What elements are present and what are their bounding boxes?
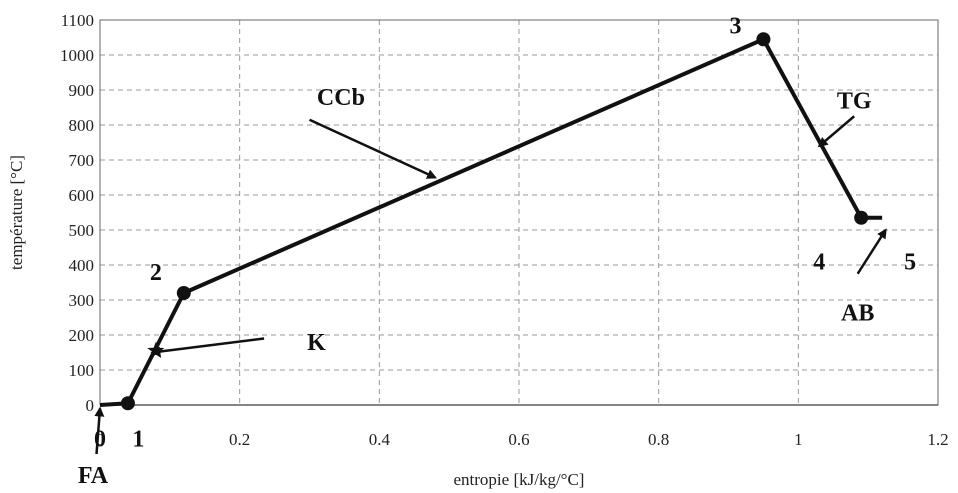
y-tick-label: 500	[69, 221, 95, 240]
annotation-label: TG	[837, 89, 872, 115]
y-tick-label: 0	[86, 396, 95, 415]
annotation-arrow	[150, 337, 265, 357]
data-point	[120, 396, 135, 411]
plot-frame	[99, 19, 939, 406]
annotation-arrow	[817, 115, 856, 148]
y-tick-label: 1100	[61, 11, 94, 30]
y-axis-label: température [°C]	[7, 155, 26, 270]
x-tick-label: 1.2	[927, 430, 948, 449]
annotation-arrow	[94, 406, 105, 455]
series-line	[99, 37, 883, 407]
tick-labels: 0 100 200 300 400 500 600 700 800 900 1000 1100 0 0.2…	[60, 11, 949, 449]
annotation-label: 1	[132, 426, 144, 452]
y-tick-label: 600	[69, 186, 95, 205]
x-tick-label: 0.4	[369, 430, 391, 449]
marker-layer	[120, 32, 869, 411]
series-layer	[99, 37, 883, 407]
x-tick-label: 0	[96, 430, 105, 449]
annotation-label: 4	[813, 250, 825, 276]
annotation-layer: 0 1 FA 2 K CCb 3 TG 4 5 AB	[78, 13, 916, 489]
y-tick-label: 400	[69, 256, 95, 275]
data-point	[854, 210, 869, 225]
annotation-label: K	[307, 330, 326, 356]
y-tick-label: 700	[69, 151, 95, 170]
y-tick-label: 800	[69, 116, 95, 135]
x-axis-label: entropie [kJ/kg/°C]	[454, 470, 585, 489]
annotation-label: 5	[904, 250, 916, 276]
y-tick-label: 900	[69, 81, 95, 100]
data-point	[176, 286, 191, 300]
annotation-label: 2	[150, 260, 162, 286]
x-tick-label: 0.6	[508, 430, 529, 449]
annotation-label: CCb	[317, 85, 365, 111]
y-tick-label: 200	[69, 326, 95, 345]
y-tick-label: 300	[69, 291, 95, 310]
x-tick-label: 1	[794, 430, 803, 449]
annotation-label: AB	[841, 300, 874, 326]
y-tick-label: 1000	[60, 46, 94, 65]
annotation-label: 3	[729, 13, 741, 39]
data-point	[756, 32, 771, 47]
annotation-label: FA	[78, 463, 109, 489]
y-tick-label: 100	[69, 361, 95, 380]
annotation-arrow	[856, 228, 887, 275]
x-tick-label: 0.2	[229, 430, 250, 449]
x-tick-label: 0.8	[648, 430, 669, 449]
annotation-arrow	[308, 118, 438, 179]
grid-lines	[100, 19, 938, 406]
